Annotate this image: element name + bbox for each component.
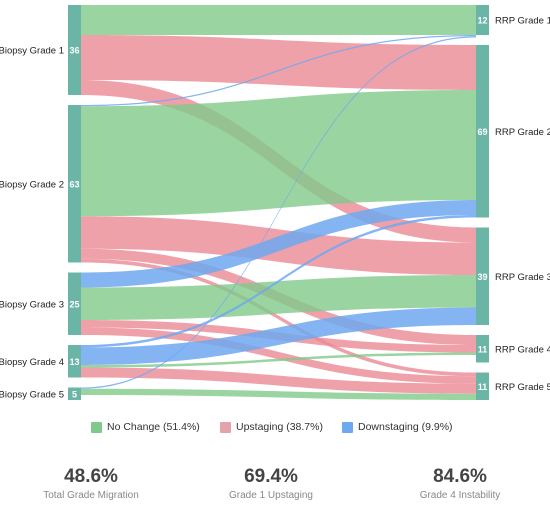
legend-label-no-change: No Change (51.4%) xyxy=(107,421,200,433)
flow-b1-to-r1 xyxy=(81,5,476,35)
node-name-label: Biopsy Grade 2 xyxy=(0,179,64,190)
stat-grade-1-upstaging: 69.4% Grade 1 Upstaging xyxy=(191,466,351,504)
legend-swatch-downstaging xyxy=(342,422,353,433)
node-name-label: RRP Grade 4 xyxy=(495,344,550,355)
stat-label: Grade 4 Instability xyxy=(380,488,540,504)
legend-item-no-change: No Change (51.4%) xyxy=(91,421,200,433)
node-name-label: Biopsy Grade 1 xyxy=(0,46,64,57)
node-value-label: 25 xyxy=(69,299,79,309)
node-name-label: RRP Grade 3 xyxy=(495,272,550,283)
node-value-label: 63 xyxy=(69,179,79,189)
stat-value: 69.4% xyxy=(191,466,351,488)
sankey-chart: 36 Biopsy Grade 1 63 Biopsy Grade 2 25 Biopsy… xyxy=(0,0,550,410)
legend: No Change (51.4%) Upstaging (38.7%) Down… xyxy=(0,421,550,439)
flow-b2-to-r2 xyxy=(81,90,476,216)
node-name-label: RRP Grade 1 xyxy=(495,16,550,27)
flow-b1-to-r2 xyxy=(81,35,476,90)
legend-swatch-upstaging xyxy=(220,422,231,433)
node-value-label: 13 xyxy=(69,357,79,367)
stat-label: Total Grade Migration xyxy=(11,488,171,504)
legend-label-downstaging: Downstaging (9.9%) xyxy=(358,421,453,433)
node-name-label: Biopsy Grade 4 xyxy=(0,357,64,368)
node-name-label: RRP Grade 5 xyxy=(495,382,550,393)
legend-item-upstaging: Upstaging (38.7%) xyxy=(220,421,323,433)
legend-label-upstaging: Upstaging (38.7%) xyxy=(236,421,323,433)
node-value-label: 36 xyxy=(69,46,79,56)
flows-layer xyxy=(81,5,476,400)
node-value-label: 69 xyxy=(477,127,487,137)
stats-row: 48.6% Total Grade Migration 69.4% Grade … xyxy=(0,466,550,506)
stat-value: 84.6% xyxy=(380,466,540,488)
stat-label: Grade 1 Upstaging xyxy=(191,488,351,504)
node-value-label: 5 xyxy=(72,389,77,399)
legend-swatch-no-change xyxy=(91,422,102,433)
legend-item-downstaging: Downstaging (9.9%) xyxy=(342,421,453,433)
node-value-label: 11 xyxy=(478,344,488,354)
node-value-label: 39 xyxy=(477,272,487,282)
stat-grade-4-instability: 84.6% Grade 4 Instability xyxy=(380,466,540,504)
node-value-label: 12 xyxy=(477,16,487,26)
stat-total-grade-migration: 48.6% Total Grade Migration xyxy=(11,466,171,504)
node-name-label: Biopsy Grade 5 xyxy=(0,389,64,400)
stat-value: 48.6% xyxy=(11,466,171,488)
node-name-label: Biopsy Grade 3 xyxy=(0,299,64,310)
node-value-label: 11 xyxy=(478,382,488,392)
node-name-label: RRP Grade 2 xyxy=(495,127,550,138)
